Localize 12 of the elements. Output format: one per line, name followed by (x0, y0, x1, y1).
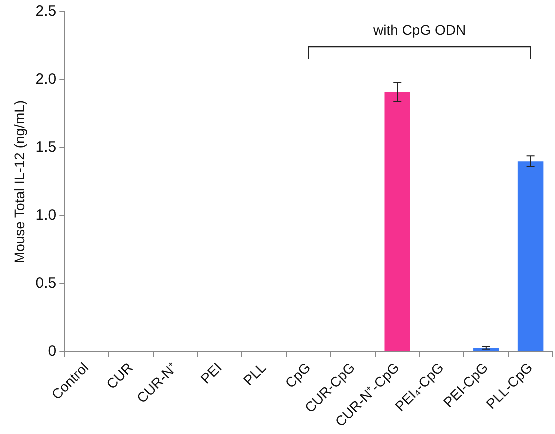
bar (518, 162, 544, 352)
bar (384, 92, 410, 352)
x-tick-label: PEI (198, 360, 225, 387)
y-axis-title: Mouse Total IL-12 (ng/mL) (11, 100, 28, 264)
y-tick-label: 2.5 (36, 3, 57, 20)
y-tick-label: 0.5 (36, 275, 57, 292)
x-tick-label: PLL (240, 359, 270, 388)
annotation: with CpG ODN (374, 22, 466, 38)
y-tick-label: 1.0 (36, 207, 57, 224)
y-tick-label: 1.5 (36, 139, 57, 156)
y-tick-label: 0 (48, 343, 57, 360)
y-tick-label: 2.0 (36, 71, 57, 88)
